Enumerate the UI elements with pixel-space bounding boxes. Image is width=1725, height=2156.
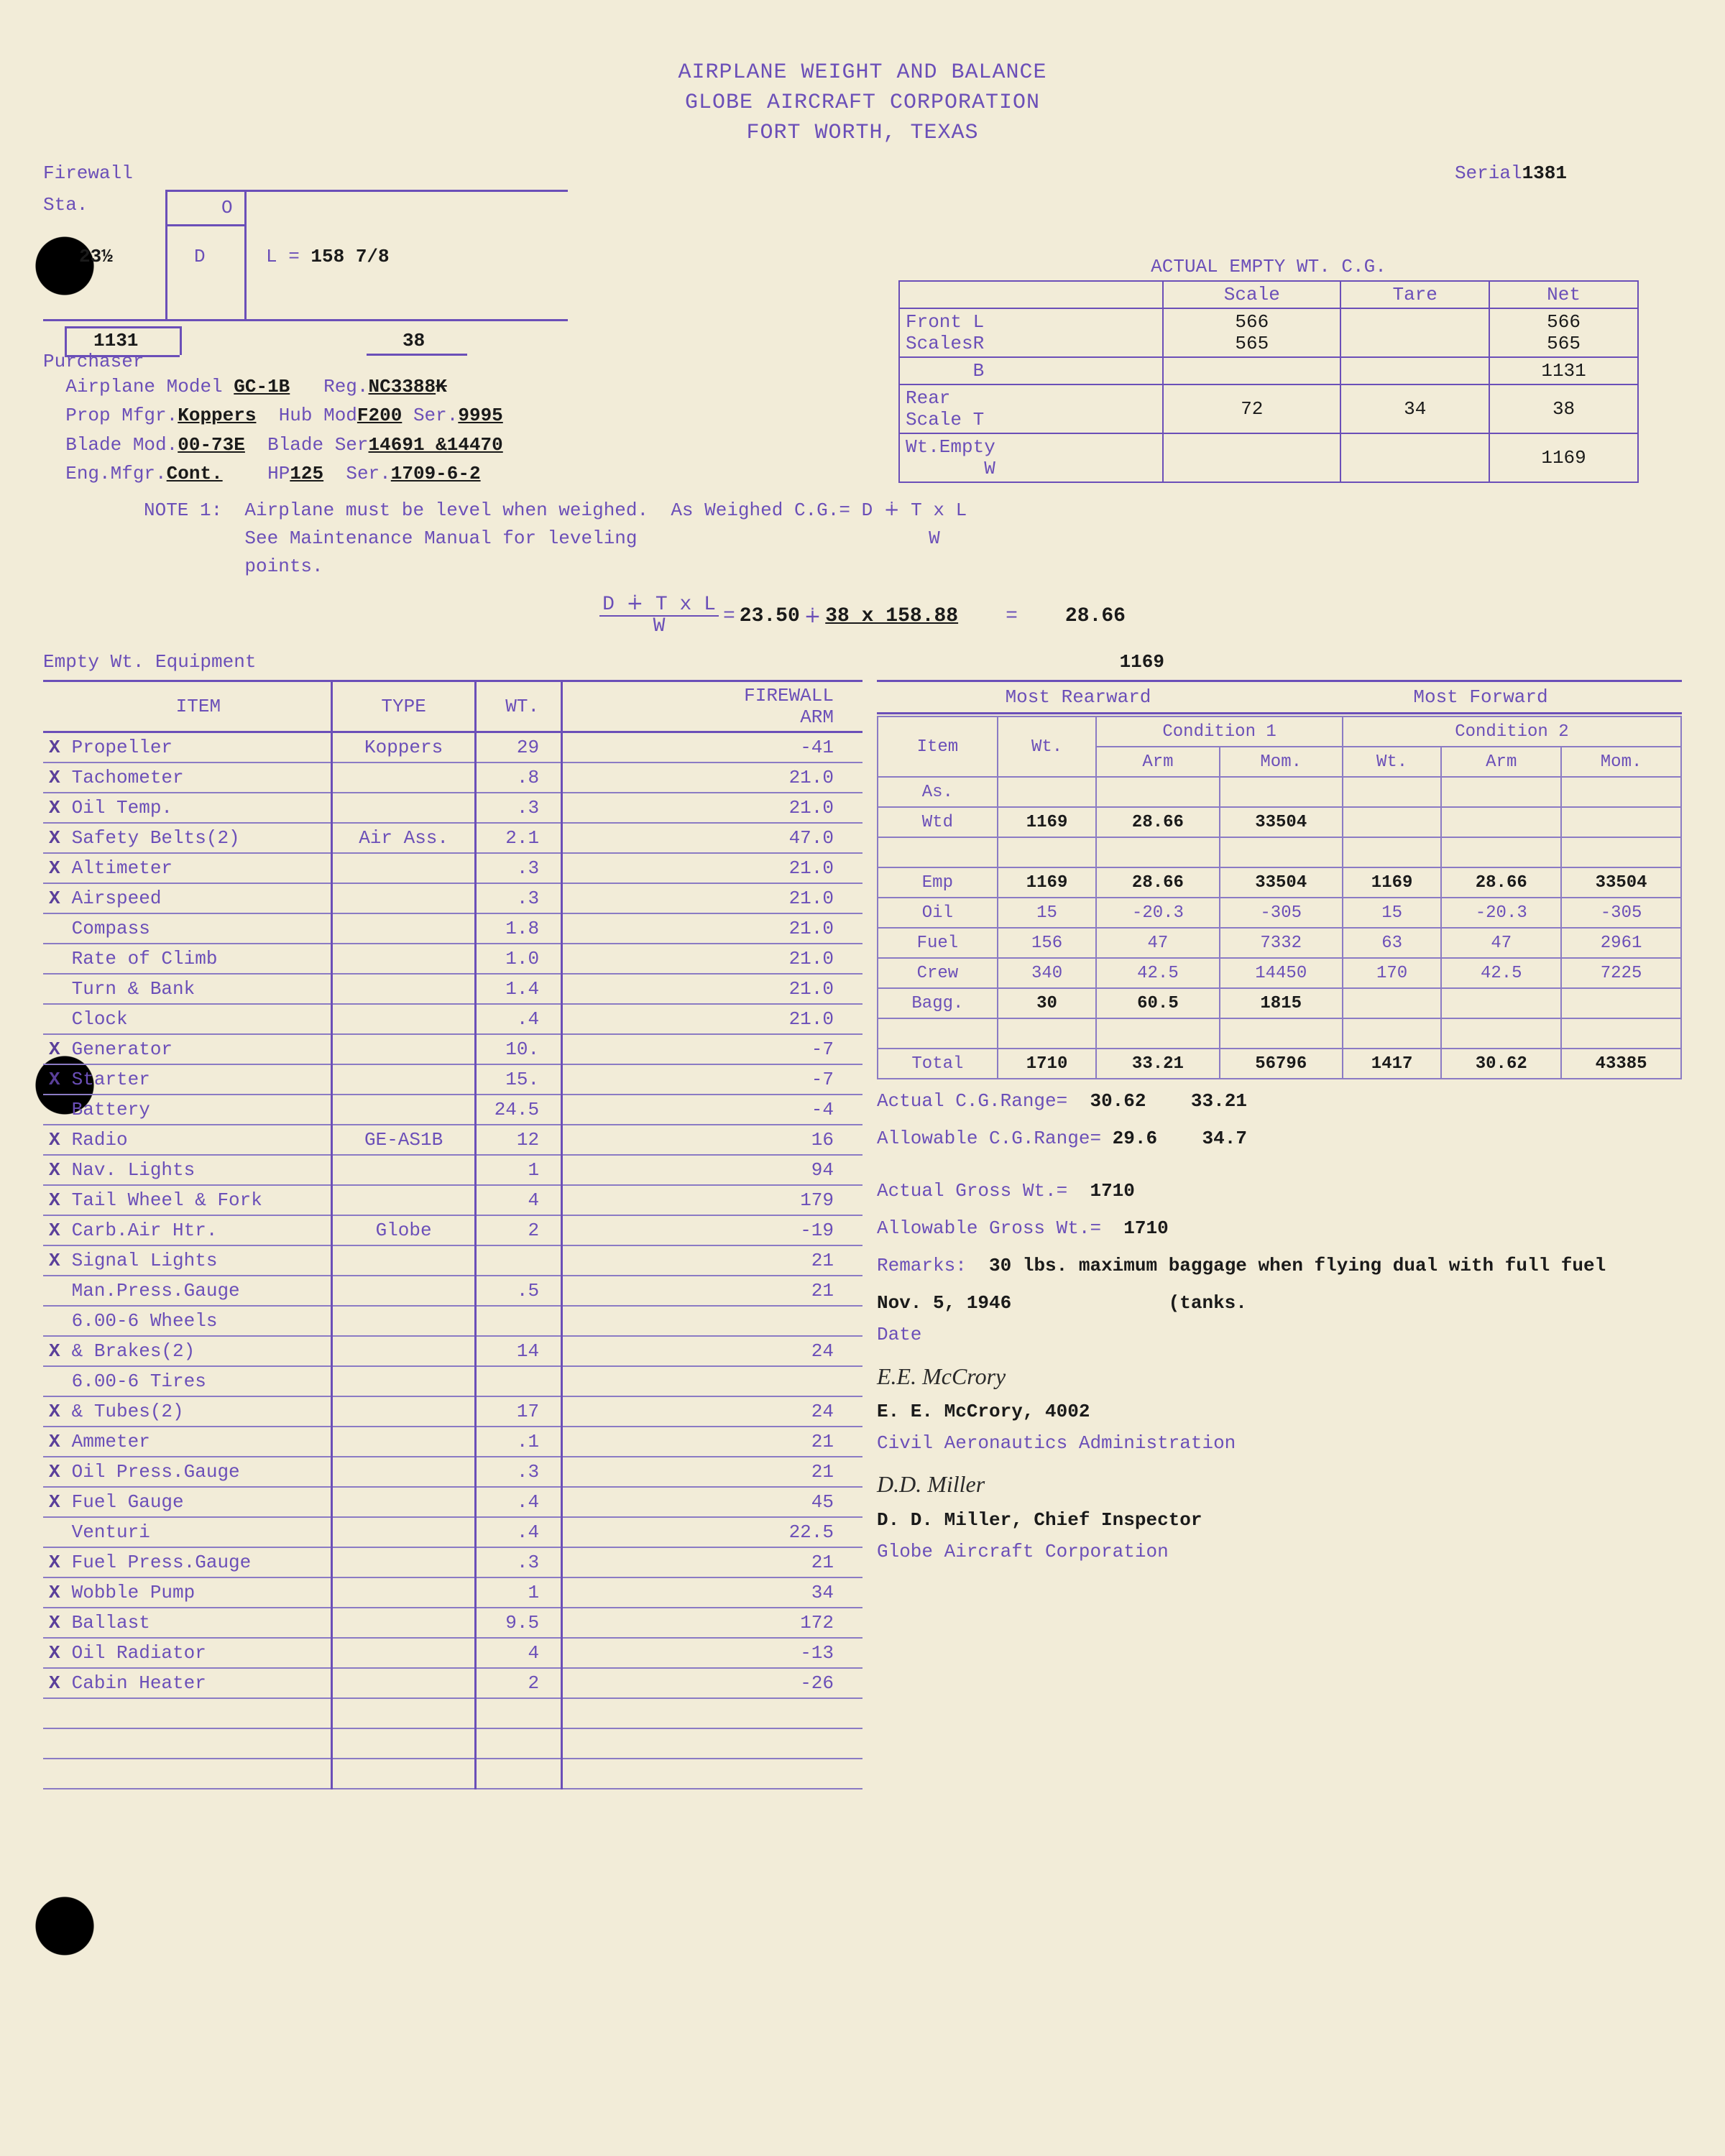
- table-row: XCarb.Air Htr.Globe2-19: [43, 1215, 862, 1245]
- table-row: X& Brakes(2)1424: [43, 1336, 862, 1366]
- note-1: NOTE 1: Airplane must be level when weig…: [144, 497, 1682, 581]
- equipment-column: ITEM TYPE WT. FIREWALL ARM XPropellerKop…: [43, 680, 862, 1789]
- table-row: Wtd116928.6633504: [878, 807, 1681, 837]
- table-row: Battery24.5-4: [43, 1095, 862, 1125]
- title-3: FORT WORTH, TEXAS: [43, 118, 1682, 148]
- table-row: Compass1.821.0: [43, 913, 862, 944]
- table-row: Total171033.2156796141730.6243385: [878, 1049, 1681, 1079]
- document-header: AIRPLANE WEIGHT AND BALANCE GLOBE AIRCRA…: [43, 57, 1682, 148]
- table-row: XWobble Pump134: [43, 1577, 862, 1608]
- table-row: XNav. Lights194: [43, 1155, 862, 1185]
- title-1: AIRPLANE WEIGHT AND BALANCE: [43, 57, 1682, 88]
- allowable-cg: Allowable C.G.Range= 29.6 34.7: [877, 1123, 1682, 1154]
- table-row: XSafety Belts(2)Air Ass.2.147.0: [43, 823, 862, 853]
- actual-empty-wt-box: ACTUAL EMPTY WT. C.G. ScaleTareNet Front…: [898, 256, 1639, 483]
- title-2: GLOBE AIRCRAFT CORPORATION: [43, 88, 1682, 118]
- table-row: XGenerator10.-7: [43, 1034, 862, 1064]
- table-row: Man.Press.Gauge.521: [43, 1276, 862, 1306]
- table-row: [43, 1698, 862, 1728]
- actual-table: ScaleTareNet Front L ScalesR566 565566 5…: [898, 280, 1639, 483]
- table-row: XAltimeter.321.0: [43, 853, 862, 883]
- signature-2: D.D. Miller D. D. Miller, Chief Inspecto…: [877, 1465, 1682, 1567]
- table-row: Fuel15647733263472961: [878, 928, 1681, 958]
- table-row: XCabin Heater2-26: [43, 1668, 862, 1698]
- table-row: [878, 1018, 1681, 1049]
- table-row: [43, 1728, 862, 1759]
- table-row: XTachometer.821.0: [43, 763, 862, 793]
- equation: D ∔ T x LW = 23.50 ∔ 38 x 158.88 = 28.66: [43, 595, 1682, 637]
- empty-wt-row: Empty Wt. Equipment 1169: [43, 651, 1682, 673]
- table-row: XOil Radiator4-13: [43, 1638, 862, 1668]
- main-area: ITEM TYPE WT. FIREWALL ARM XPropellerKop…: [43, 680, 1682, 1789]
- table-row: XStarter15.-7: [43, 1064, 862, 1095]
- table-row: Clock.421.0: [43, 1004, 862, 1034]
- allowable-gross: Allowable Gross Wt.= 1710: [877, 1212, 1682, 1244]
- table-row: XFuel Press.Gauge.321: [43, 1547, 862, 1577]
- serial: Serial1381: [1455, 162, 1567, 184]
- table-row: XRadioGE-AS1B1216: [43, 1125, 862, 1155]
- cond-header: Most Rearward Most Forward: [877, 680, 1682, 714]
- table-row: X& Tubes(2)1724: [43, 1396, 862, 1427]
- table-row: [43, 1759, 862, 1789]
- actual-cg: Actual C.G.Range= 30.62 33.21: [877, 1085, 1682, 1117]
- firewall-label: Firewall: [43, 162, 1682, 184]
- table-row: XFuel Gauge.445: [43, 1487, 862, 1517]
- table-row: XOil Press.Gauge.321: [43, 1457, 862, 1487]
- table-row: XPropellerKoppers29-41: [43, 732, 862, 763]
- table-row: Turn & Bank1.421.0: [43, 974, 862, 1004]
- remarks: Remarks: 30 lbs. maximum baggage when fl…: [877, 1250, 1682, 1281]
- purchaser-block: Purchaser Airplane Model GC-1B Reg.NC338…: [43, 351, 783, 488]
- table-row: Rate of Climb1.021.0: [43, 944, 862, 974]
- table-row: Bagg.3060.51815: [878, 988, 1681, 1018]
- conditions-column: Most Rearward Most Forward Item Wt. Cond…: [870, 680, 1682, 1789]
- condition-table: Item Wt. Condition 1 Condition 2 Arm Mom…: [877, 716, 1682, 1079]
- table-row: XOil Temp..321.0: [43, 793, 862, 823]
- table-row: [878, 837, 1681, 867]
- signature-1: E.E. McCrory E. E. McCrory, 4002 Civil A…: [877, 1357, 1682, 1460]
- table-row: XAmmeter.121: [43, 1427, 862, 1457]
- table-row: XSignal Lights21: [43, 1245, 862, 1276]
- table-row: Oil15-20.3-30515-20.3-305: [878, 898, 1681, 928]
- top-section: Serial1381 Firewall Sta. 23½ O D L = 158…: [43, 162, 1682, 488]
- table-row: XBallast9.5172: [43, 1608, 862, 1638]
- table-row: Venturi.422.5: [43, 1517, 862, 1547]
- equipment-table: ITEM TYPE WT. FIREWALL ARM XPropellerKop…: [43, 680, 862, 1789]
- actual-gross: Actual Gross Wt.= 1710: [877, 1175, 1682, 1207]
- table-row: 6.00-6 Tires: [43, 1366, 862, 1396]
- table-row: XTail Wheel & Fork4179: [43, 1185, 862, 1215]
- table-row: Crew34042.51445017042.57225: [878, 958, 1681, 988]
- table-row: Emp116928.6633504116928.6633504: [878, 867, 1681, 898]
- table-row: 6.00-6 Wheels: [43, 1306, 862, 1336]
- table-row: XAirspeed.321.0: [43, 883, 862, 913]
- table-row: As.: [878, 777, 1681, 807]
- firewall-diagram: Sta. 23½ O D L = 158 7/8 1131 38: [43, 190, 575, 348]
- date: Nov. 5, 1946 (tanks.Date: [877, 1287, 1682, 1350]
